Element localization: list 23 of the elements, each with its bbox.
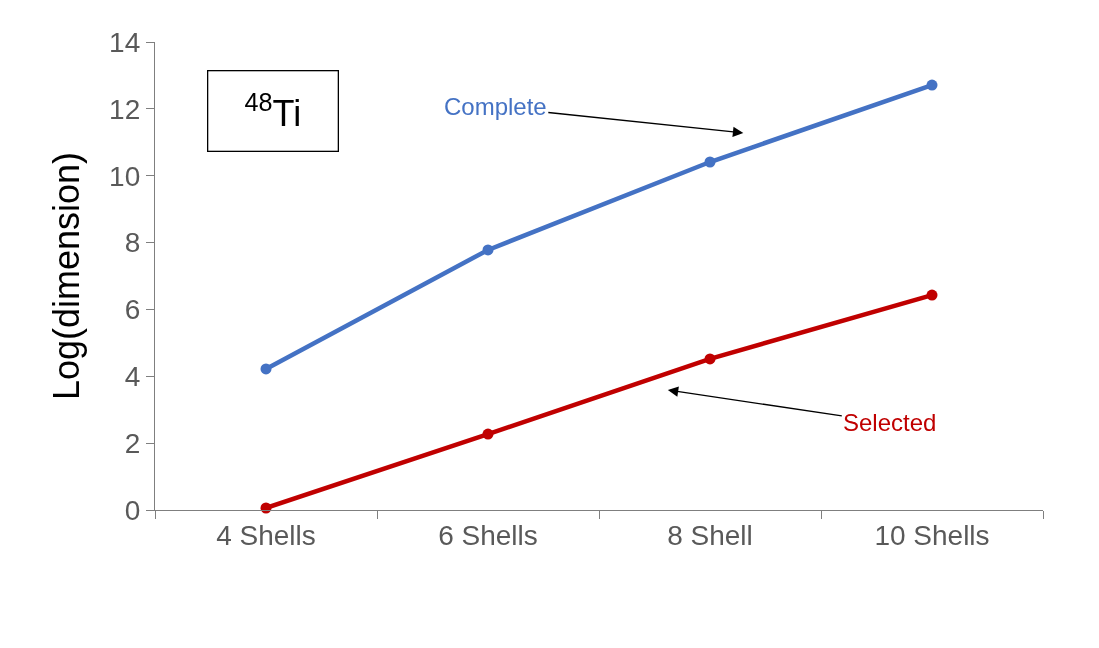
- y-tick-label: 10: [109, 160, 141, 192]
- point: [926, 79, 938, 91]
- point: [704, 156, 716, 168]
- text: Selected: [843, 409, 937, 436]
- x-tick-label: 10 Shells: [874, 519, 990, 551]
- point: [926, 289, 938, 301]
- x-tick-label: 8 Shell: [667, 519, 753, 551]
- point: [482, 428, 494, 440]
- y-tick-label: 4: [124, 361, 141, 393]
- point: [260, 363, 272, 375]
- y-tick-label: 0: [124, 494, 141, 526]
- point: [482, 244, 494, 256]
- y-tick-label: 2: [124, 427, 141, 459]
- y-tick-label: 6: [124, 294, 141, 326]
- point: [704, 353, 716, 365]
- y-axis-title: Log(dimension): [45, 151, 87, 401]
- y-tick-label: 14: [109, 26, 141, 58]
- y-tick-label: 12: [109, 93, 141, 125]
- x-tick-label: 6 Shells: [438, 519, 538, 551]
- text: Complete: [444, 93, 547, 120]
- x-tick-label: 4 Shells: [216, 519, 316, 551]
- y-tick-label: 8: [124, 227, 141, 259]
- annotation: $^{48}$Ti: [244, 87, 302, 134]
